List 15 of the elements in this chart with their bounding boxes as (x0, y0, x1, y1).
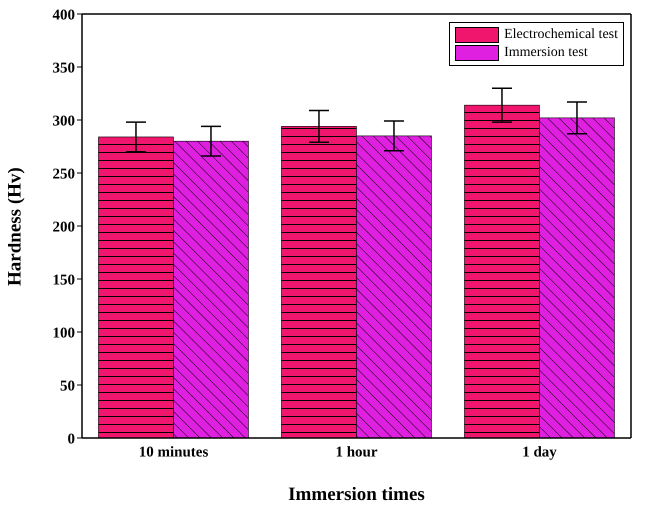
y-tick-label: 150 (52, 272, 75, 288)
x-tick-label: 10 minutes (138, 444, 208, 461)
x-tick-label: 1 hour (335, 444, 378, 461)
y-tick-label: 50 (60, 378, 75, 394)
y-tick-label: 100 (52, 325, 75, 342)
x-tick-label: 1 day (522, 444, 558, 461)
y-tick-label: 200 (52, 219, 75, 236)
y-tick-label: 400 (52, 7, 75, 24)
y-tick-label: 250 (52, 166, 75, 182)
x-axis-title: Immersion times (288, 484, 425, 505)
legend-label: Electrochemical test (504, 27, 618, 43)
y-tick-label: 350 (52, 60, 75, 76)
legend-label: Immersion test (504, 45, 588, 61)
y-tick-label: 300 (52, 113, 75, 130)
y-tick-label: 0 (68, 431, 75, 448)
